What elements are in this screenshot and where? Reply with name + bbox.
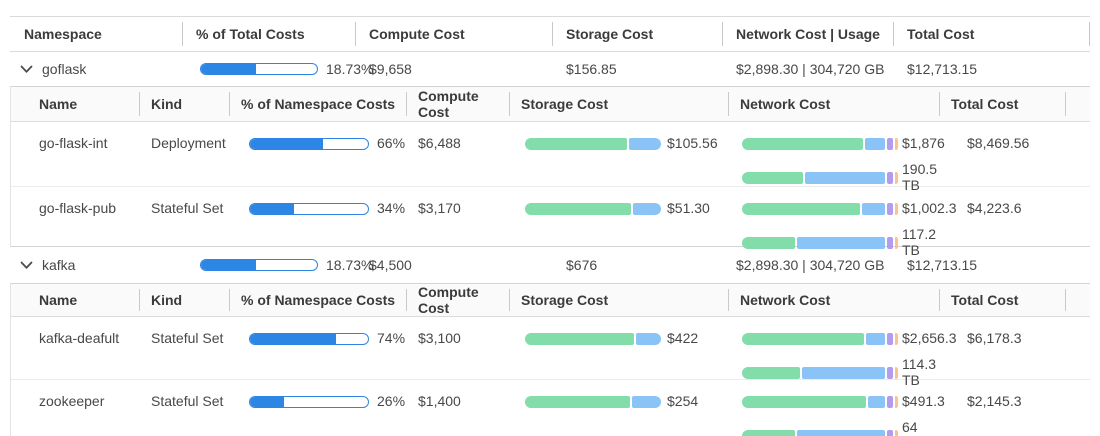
- network-usage-bar: [742, 237, 899, 249]
- workload-total-cost: $2,145.3: [967, 393, 1022, 409]
- namespace-total-cost: $12,713.15: [907, 61, 978, 77]
- column-header-name: Name: [39, 96, 78, 112]
- column-header-compute-cost: Compute Cost: [406, 87, 509, 121]
- storage-cost-bar: [525, 138, 661, 150]
- namespace-total-cost: $12,713.15: [907, 257, 978, 273]
- namespace-storage-cost: $676: [566, 257, 598, 273]
- namespace-row-goflask[interactable]: goflask 18.73% $9,658 $156.85 $2,898.30 …: [10, 52, 1090, 86]
- chevron-down-icon[interactable]: [20, 261, 33, 270]
- workload-name: go-flask-pub: [39, 200, 117, 216]
- network-usage-bar: [742, 430, 899, 436]
- column-header-namespace: Namespace: [24, 26, 102, 42]
- column-header-total-cost: Total Cost: [939, 87, 1065, 121]
- pct-namespace-costs-bar: [249, 138, 369, 150]
- network-cost-value: $1,876: [902, 135, 945, 151]
- workload-name: go-flask-int: [39, 135, 108, 151]
- column-header-pct-namespace-costs: % of Namespace Costs: [229, 87, 406, 121]
- workload-kind: Stateful Set: [151, 393, 224, 409]
- workload-row-kafka-deafult[interactable]: kafka-deafult Stateful Set 74% $3,100 $4…: [11, 317, 1090, 388]
- workload-row-go-flask-int[interactable]: go-flask-int Deployment 66% $6,488 $105.…: [11, 122, 1090, 193]
- column-header-spacer: [1065, 87, 1090, 121]
- pct-namespace-costs-value: 34%: [377, 200, 406, 216]
- pct-namespace-costs-bar: [249, 396, 369, 408]
- workload-total-cost: $6,178.3: [967, 330, 1022, 346]
- workload-kind: Stateful Set: [151, 200, 224, 216]
- workload-row-go-flask-pub[interactable]: go-flask-pub Stateful Set 34% $3,170 $51…: [11, 186, 1090, 258]
- cost-table: Namespace % of Total Costs Compute Cost …: [10, 16, 1090, 436]
- storage-cost-value: $105.56: [667, 135, 718, 151]
- column-header-total-cost: Total Cost: [939, 284, 1065, 316]
- network-cost-bar: [742, 333, 899, 345]
- storage-cost-value: $422: [667, 330, 699, 346]
- network-cost-bar: [742, 203, 899, 215]
- workload-kind: Stateful Set: [151, 330, 224, 346]
- storage-cost-value: $51.30: [667, 200, 710, 216]
- outer-table-header: Namespace % of Total Costs Compute Cost …: [10, 16, 1090, 52]
- network-usage-value: 190.5 TB: [902, 161, 938, 193]
- pct-namespace-costs-value: 26%: [377, 393, 406, 409]
- network-usage-value: 64 TB: [902, 419, 920, 436]
- column-header-storage-cost: Storage Cost: [552, 17, 722, 51]
- workload-compute-cost: $6,488: [418, 135, 461, 151]
- workload-table-kafka: Name Kind % of Namespace Costs Compute C…: [10, 283, 1090, 436]
- pct-total-costs-value: 18.73%: [326, 257, 374, 273]
- pct-total-costs-bar: [200, 259, 318, 271]
- namespace-compute-cost: $4,500: [369, 257, 412, 273]
- namespace-network-cost-usage: $2,898.30 | 304,720 GB: [736, 257, 885, 273]
- network-usage-value: 117.2 TB: [902, 226, 936, 258]
- namespace-row-kafka[interactable]: kafka 18.73% $4,500 $676 $2,898.30 | 304…: [10, 247, 1090, 283]
- column-header-name: Name: [39, 292, 78, 308]
- network-cost-value: $491.3: [902, 393, 945, 409]
- column-header-total-cost: Total Cost: [893, 17, 1090, 51]
- workload-row-zookeeper[interactable]: zookeeper Stateful Set 26% $1,400 $254 $…: [11, 379, 1090, 436]
- namespace-storage-cost: $156.85: [566, 61, 617, 77]
- network-usage-value: 114.3 TB: [902, 356, 936, 388]
- workload-total-cost: $4,223.6: [967, 200, 1022, 216]
- column-header-pct-total-costs: % of Total Costs: [182, 17, 355, 51]
- network-cost-value: $1,002.3: [902, 200, 957, 216]
- column-header-network-cost: Network Cost: [728, 284, 939, 316]
- chevron-down-icon[interactable]: [20, 65, 33, 74]
- namespace-compute-cost: $9,658: [369, 61, 412, 77]
- column-header-pct-namespace-costs: % of Namespace Costs: [229, 284, 406, 316]
- column-header-storage-cost: Storage Cost: [509, 284, 728, 316]
- column-header-compute-cost: Compute Cost: [355, 17, 552, 51]
- column-header-spacer: [1065, 284, 1090, 316]
- workload-total-cost: $8,469.56: [967, 135, 1030, 151]
- network-cost-value: $2,656.3: [902, 330, 957, 346]
- namespace-network-cost-usage: $2,898.30 | 304,720 GB: [736, 61, 885, 77]
- pct-namespace-costs-value: 74%: [377, 330, 406, 346]
- pct-total-costs-bar: [200, 63, 318, 75]
- workload-kind: Deployment: [151, 135, 226, 151]
- column-header-kind: Kind: [139, 284, 229, 316]
- workload-compute-cost: $3,100: [418, 330, 461, 346]
- network-usage-bar: [742, 367, 899, 379]
- column-header-kind: Kind: [139, 87, 229, 121]
- namespace-name: kafka: [42, 257, 76, 273]
- workload-compute-cost: $1,400: [418, 393, 461, 409]
- workload-name: kafka-deafult: [39, 330, 120, 346]
- workload-table-header: Name Kind % of Namespace Costs Compute C…: [11, 87, 1090, 122]
- workload-table-goflask: Name Kind % of Namespace Costs Compute C…: [10, 86, 1090, 258]
- pct-namespace-costs-value: 66%: [377, 135, 406, 151]
- storage-cost-bar: [525, 333, 661, 345]
- workload-table-header: Name Kind % of Namespace Costs Compute C…: [11, 284, 1090, 317]
- column-header-network-cost: Network Cost: [728, 87, 939, 121]
- workload-name: zookeeper: [39, 393, 105, 409]
- network-usage-bar: [742, 172, 899, 184]
- storage-cost-bar: [525, 203, 661, 215]
- pct-namespace-costs-bar: [249, 203, 369, 215]
- column-header-storage-cost: Storage Cost: [509, 87, 728, 121]
- column-header-compute-cost: Compute Cost: [406, 284, 509, 316]
- namespace-name: goflask: [42, 61, 87, 77]
- network-cost-bar: [742, 138, 899, 150]
- column-header-network-cost-usage: Network Cost | Usage: [722, 17, 893, 51]
- network-cost-bar: [742, 396, 899, 408]
- pct-namespace-costs-bar: [249, 333, 369, 345]
- pct-total-costs-value: 18.73%: [326, 61, 374, 77]
- workload-compute-cost: $3,170: [418, 200, 461, 216]
- storage-cost-value: $254: [667, 393, 699, 409]
- storage-cost-bar: [525, 396, 661, 408]
